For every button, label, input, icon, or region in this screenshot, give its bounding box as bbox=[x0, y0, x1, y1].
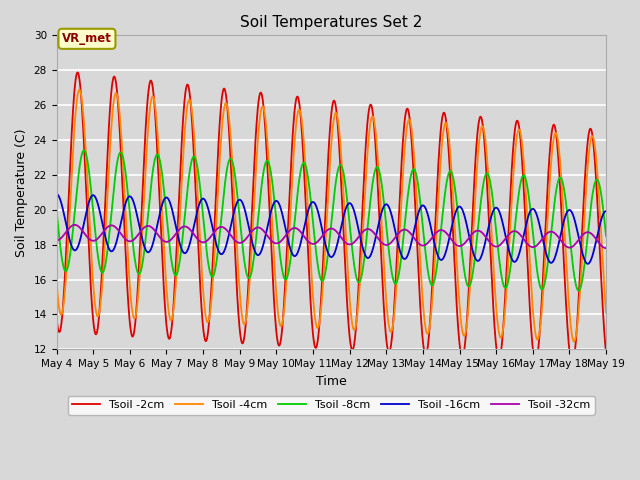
Tsoil -32cm bbox=[417, 242, 425, 248]
Tsoil -8cm bbox=[175, 262, 183, 268]
Tsoil -2cm bbox=[489, 293, 497, 299]
Tsoil -2cm bbox=[52, 315, 60, 321]
Tsoil -32cm bbox=[52, 238, 60, 243]
Tsoil -8cm bbox=[80, 147, 88, 153]
Tsoil -2cm bbox=[538, 308, 545, 314]
Tsoil -32cm bbox=[237, 240, 244, 246]
Tsoil -16cm bbox=[161, 195, 169, 201]
Tsoil -32cm bbox=[71, 222, 79, 228]
Line: Tsoil -32cm: Tsoil -32cm bbox=[56, 225, 606, 248]
Tsoil -32cm bbox=[175, 227, 183, 233]
Tsoil -8cm bbox=[602, 233, 610, 239]
Tsoil -8cm bbox=[417, 204, 425, 210]
Tsoil -2cm bbox=[237, 334, 244, 340]
Tsoil -4cm bbox=[162, 275, 170, 281]
Tsoil -2cm bbox=[602, 350, 610, 356]
Tsoil -16cm bbox=[236, 197, 244, 203]
Tsoil -8cm bbox=[489, 195, 497, 201]
Line: Tsoil -8cm: Tsoil -8cm bbox=[56, 150, 606, 291]
Tsoil -16cm bbox=[537, 228, 545, 233]
Tsoil -4cm bbox=[76, 87, 83, 93]
Tsoil -2cm bbox=[74, 70, 81, 75]
Tsoil -8cm bbox=[162, 205, 170, 211]
Tsoil -4cm bbox=[417, 269, 425, 275]
Tsoil -4cm bbox=[602, 310, 610, 316]
Tsoil -4cm bbox=[175, 227, 183, 233]
Title: Soil Temperatures Set 2: Soil Temperatures Set 2 bbox=[240, 15, 422, 30]
Tsoil -32cm bbox=[489, 242, 497, 248]
Tsoil -32cm bbox=[162, 239, 170, 245]
Text: VR_met: VR_met bbox=[62, 32, 112, 45]
Line: Tsoil -4cm: Tsoil -4cm bbox=[56, 90, 606, 342]
Tsoil -4cm bbox=[52, 278, 60, 284]
Tsoil -32cm bbox=[602, 245, 610, 251]
Tsoil -8cm bbox=[538, 286, 545, 292]
Tsoil -16cm bbox=[175, 237, 182, 242]
Tsoil -2cm bbox=[568, 361, 576, 367]
Y-axis label: Soil Temperature (C): Soil Temperature (C) bbox=[15, 128, 28, 257]
Tsoil -8cm bbox=[575, 288, 582, 294]
Tsoil -16cm bbox=[417, 205, 424, 211]
Tsoil -8cm bbox=[237, 225, 244, 230]
Tsoil -16cm bbox=[488, 210, 496, 216]
Line: Tsoil -16cm: Tsoil -16cm bbox=[56, 194, 606, 264]
X-axis label: Time: Time bbox=[316, 374, 347, 387]
Tsoil -4cm bbox=[538, 316, 545, 322]
Tsoil -16cm bbox=[52, 191, 60, 197]
Tsoil -2cm bbox=[175, 192, 183, 198]
Tsoil -4cm bbox=[237, 300, 244, 306]
Tsoil -4cm bbox=[570, 339, 578, 345]
Tsoil -4cm bbox=[489, 249, 497, 254]
Tsoil -2cm bbox=[417, 312, 425, 318]
Tsoil -32cm bbox=[538, 238, 545, 243]
Tsoil -2cm bbox=[162, 314, 170, 320]
Tsoil -8cm bbox=[52, 207, 60, 213]
Legend: Tsoil -2cm, Tsoil -4cm, Tsoil -8cm, Tsoil -16cm, Tsoil -32cm: Tsoil -2cm, Tsoil -4cm, Tsoil -8cm, Tsoi… bbox=[68, 396, 595, 415]
Line: Tsoil -2cm: Tsoil -2cm bbox=[56, 72, 606, 364]
Tsoil -16cm bbox=[584, 261, 591, 267]
Tsoil -16cm bbox=[602, 208, 610, 214]
